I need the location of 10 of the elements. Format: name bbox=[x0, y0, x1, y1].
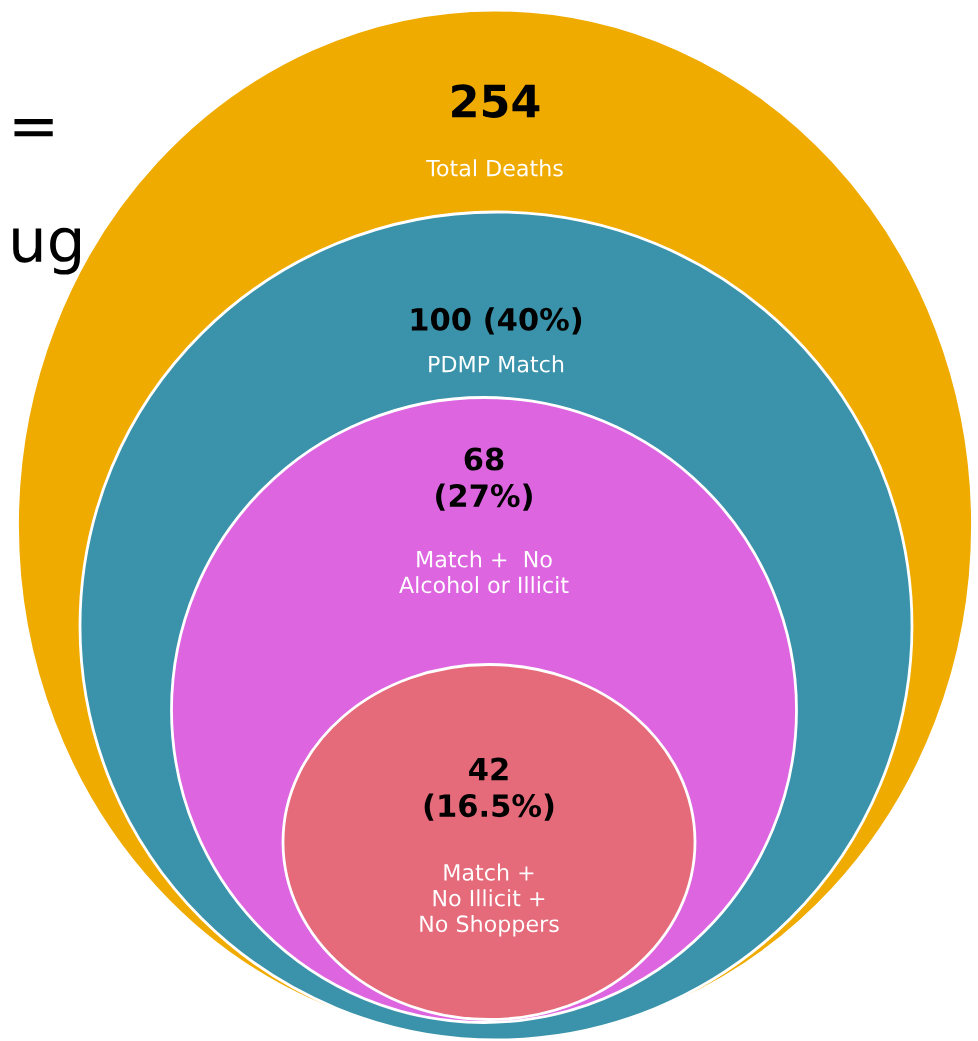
data-label: 68 (27%) bbox=[436, 447, 532, 511]
data-label: 100 (40%) bbox=[411, 307, 582, 335]
category-label: Match + No Alcohol or Illicit bbox=[399, 550, 569, 594]
category-label: Match + No Illicit + No Shoppers bbox=[420, 863, 559, 937]
category-label: Total Deaths bbox=[426, 159, 563, 177]
data-label: 42 (16.5%) bbox=[424, 757, 554, 821]
text: = bbox=[14, 119, 53, 137]
data-label: 254 bbox=[452, 84, 540, 118]
category-label: PDMP Match bbox=[429, 355, 564, 373]
text: ug bbox=[13, 227, 80, 275]
